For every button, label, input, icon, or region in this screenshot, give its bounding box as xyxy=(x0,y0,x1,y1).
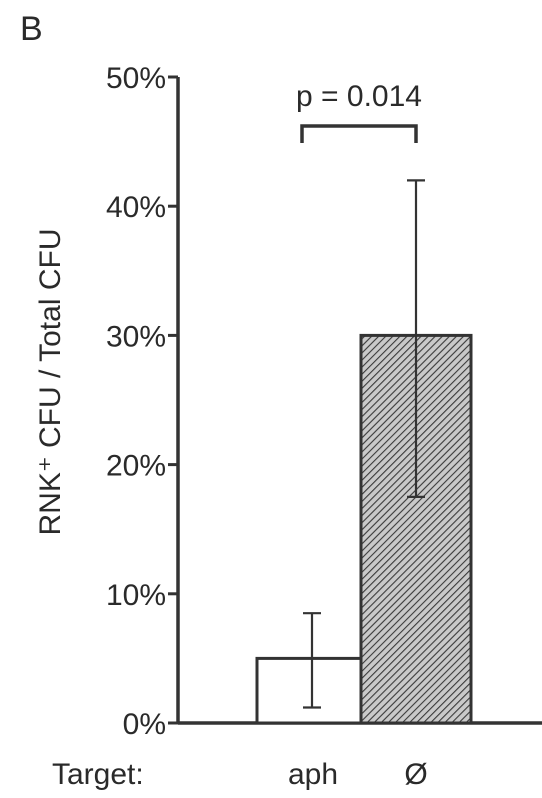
p-value-label: p = 0.014 xyxy=(296,80,422,113)
y-tick-label: 10% xyxy=(106,579,166,612)
x-axis-label: Target: xyxy=(52,758,144,791)
panel-label: B xyxy=(20,10,43,48)
y-ticks: 0% 10% 20% 30% 40% 50% xyxy=(106,62,178,741)
category-labels: aph Ø xyxy=(288,758,428,791)
significance-annotation: p = 0.014 xyxy=(296,80,422,143)
error-bars xyxy=(303,179,425,709)
y-tick-label: 50% xyxy=(106,62,166,95)
category-label: aph xyxy=(288,758,338,791)
y-tick-label: 40% xyxy=(106,191,166,224)
y-tick-label: 20% xyxy=(106,450,166,483)
bars xyxy=(255,333,473,725)
category-label: Ø xyxy=(404,758,427,791)
y-tick-label: 30% xyxy=(106,320,166,353)
significance-bracket xyxy=(300,124,418,143)
y-tick-label: 0% xyxy=(123,708,166,741)
y-axis-label: RNK⁺ CFU / Total CFU xyxy=(34,229,67,536)
